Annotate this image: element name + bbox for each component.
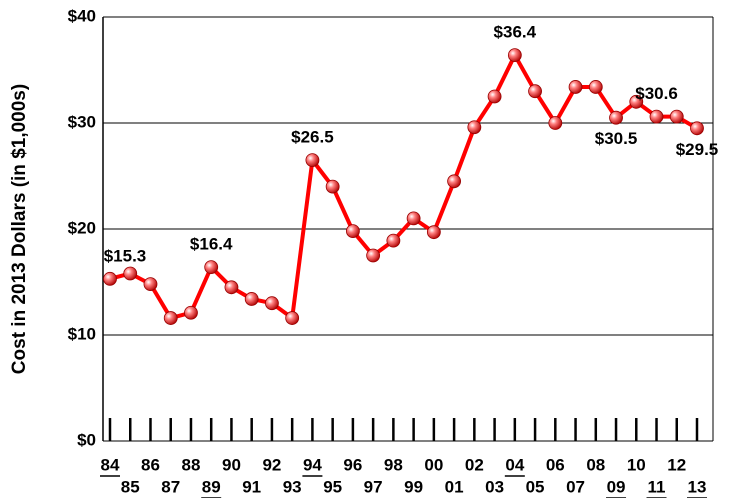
x-tick-label: 08 — [586, 455, 605, 474]
x-tick-label: 03 — [485, 477, 504, 496]
data-point — [609, 110, 623, 125]
data-point — [285, 311, 300, 325]
x-tick-label: 09 — [607, 477, 626, 496]
x-tick-label: 91 — [242, 477, 261, 496]
y-tick-label: $40 — [68, 6, 96, 25]
data-label: $29.5 — [676, 140, 719, 159]
x-tick-label: 90 — [222, 455, 241, 474]
y-axis-label: Cost in 2013 Dollars (in $1,000s) — [9, 84, 30, 374]
x-tick-label: 87 — [161, 477, 180, 496]
x-tick-label: 13 — [688, 477, 707, 496]
x-tick-label: 88 — [182, 455, 201, 474]
x-tick-label: 93 — [283, 477, 302, 496]
x-tick-label: 89 — [202, 477, 221, 496]
x-tick-label: 07 — [566, 477, 585, 496]
data-point — [143, 277, 158, 292]
data-point — [629, 94, 644, 109]
data-label: $36.4 — [494, 23, 537, 42]
data-point — [548, 116, 563, 130]
x-tick-label: 86 — [141, 455, 160, 474]
x-tick-label: 10 — [627, 455, 646, 474]
x-tick-label: 01 — [445, 477, 464, 496]
data-point — [366, 248, 381, 263]
data-label: $26.5 — [291, 128, 334, 147]
x-tick-label: 94 — [303, 455, 322, 474]
x-tick-label: 00 — [424, 455, 443, 474]
data-point — [184, 305, 198, 320]
y-tick-label: $30 — [68, 112, 96, 131]
y-tick-label: $10 — [68, 324, 96, 343]
data-point — [325, 179, 340, 194]
y-tick-label: $0 — [77, 430, 96, 449]
data-point — [507, 48, 522, 63]
x-tick-label: 99 — [404, 477, 423, 496]
x-tick-label: 85 — [121, 477, 140, 496]
data-point — [588, 80, 603, 94]
data-label: $30.6 — [635, 84, 678, 103]
data-point — [426, 225, 441, 240]
x-tick-label: 98 — [384, 455, 403, 474]
data-point — [568, 80, 583, 94]
data-point — [487, 89, 502, 104]
data-point — [345, 224, 360, 239]
data-point — [224, 280, 239, 295]
x-tick-label: 97 — [364, 477, 383, 496]
x-tick-label: 92 — [262, 455, 281, 474]
x-tick-label: 96 — [343, 455, 362, 474]
data-label: $30.5 — [595, 129, 638, 148]
x-tick-label: 12 — [667, 455, 686, 474]
data-label: $15.3 — [104, 246, 147, 265]
data-line — [109, 53, 698, 321]
data-point — [163, 311, 178, 325]
data-point — [265, 296, 279, 311]
data-point — [244, 292, 259, 306]
x-tick-label: 04 — [505, 455, 524, 474]
data-point — [649, 109, 664, 124]
data-point — [669, 109, 684, 124]
data-point — [406, 211, 421, 226]
x-tick-label: 11 — [648, 477, 666, 496]
data-point — [528, 84, 542, 99]
data-point — [447, 174, 462, 189]
data-point — [690, 121, 704, 136]
y-tick-label: $20 — [68, 218, 96, 237]
x-tick-label: 84 — [101, 455, 120, 474]
data-point — [386, 233, 401, 248]
data-point — [103, 271, 117, 286]
data-point — [467, 120, 482, 135]
data-label: $16.4 — [190, 235, 233, 254]
data-point — [305, 153, 320, 168]
x-tick-label: 05 — [526, 477, 545, 496]
x-tick-label: 06 — [546, 455, 565, 474]
x-tick-label: 02 — [465, 455, 484, 474]
data-point — [123, 266, 138, 281]
x-tick-label: 95 — [323, 477, 342, 496]
data-point — [204, 260, 219, 275]
